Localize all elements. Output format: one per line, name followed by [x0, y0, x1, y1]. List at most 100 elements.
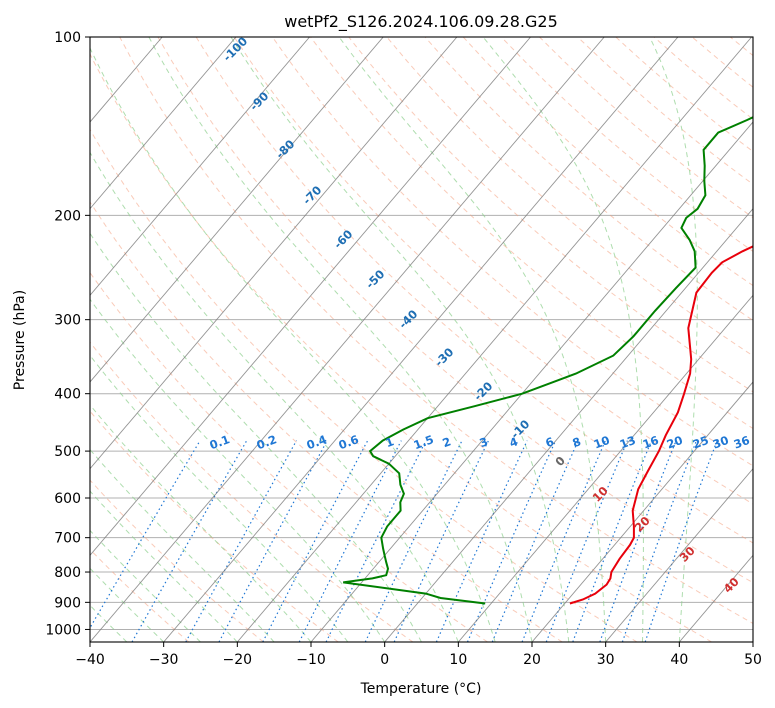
mixing-ratio-line [599, 440, 677, 642]
mixing-ratio-line [644, 440, 718, 642]
mixing-ratio-label: 2 [440, 434, 452, 450]
axes-ticks: −40 −30 −20 −10 0 10 20 30 40 5010020030040050060… [45, 30, 762, 668]
mixing-ratio-line [466, 440, 557, 642]
dry-adiabat-line [90, 548, 190, 642]
mixing-ratio-label: 13 [618, 433, 638, 452]
adiabat-label: -30 [432, 345, 457, 370]
adiabat-label: -80 [273, 137, 298, 162]
dewpoint-profile [343, 116, 753, 605]
mixing-ratio-line [325, 440, 427, 642]
mixing-ratio-label: 8 [570, 434, 582, 450]
mixing-ratio-line [185, 440, 298, 642]
dry-adiabat-line [310, 37, 753, 430]
isotherm-line [163, 37, 679, 642]
adiabat-label: 30 [677, 544, 698, 565]
moist-adiabat-line [482, 37, 644, 642]
mixing-ratio-line [262, 440, 369, 642]
moist-adiabat-line [90, 232, 422, 642]
dry-adiabat-line [90, 52, 712, 642]
mixing-ratio-label: 1.5 [412, 432, 436, 452]
adiabat-label: -50 [363, 267, 388, 292]
y-tick-label: 600 [54, 491, 81, 507]
isotherm-line [90, 37, 310, 297]
moist-adiabat-line [90, 490, 238, 642]
mixing-ratio-line [90, 440, 201, 630]
dry-adiabat-line [271, 37, 753, 467]
chart-title: wetPf2_S126.2024.106.09.28.G25 [284, 12, 558, 32]
isotherm-line [457, 294, 753, 642]
contour-labels: -100-90-80-70-60-50-40-30-20-10010203040… [208, 37, 752, 596]
mixing-ratio-line [621, 440, 698, 642]
isotherm-line [90, 37, 237, 210]
mixing-ratio-line [572, 440, 653, 642]
x-tick-label: 20 [523, 652, 541, 668]
plot-background [90, 37, 753, 642]
mixing-ratio-label: 10 [592, 433, 612, 452]
dry-adiabat-line [90, 479, 264, 642]
isotherm-line [90, 37, 531, 557]
x-tick-label: −40 [75, 652, 105, 668]
x-tick-label: −20 [223, 652, 253, 668]
x-tick-label: 30 [597, 652, 615, 668]
dry-adiabat-line [90, 271, 488, 642]
x-tick-label: −30 [149, 652, 179, 668]
moist-adiabat-line [90, 46, 496, 642]
y-tick-label: 400 [54, 387, 81, 403]
x-tick-label: −10 [296, 652, 326, 668]
x-tick-label: 10 [449, 652, 467, 668]
moist-adiabat-line [90, 448, 275, 642]
moist-adiabat-line [90, 404, 312, 642]
isotherm-line [605, 467, 753, 642]
isotherm-line [310, 121, 753, 642]
isotherm-line [90, 37, 458, 470]
y-tick-label: 1000 [45, 622, 81, 638]
y-tick-label: 100 [54, 30, 81, 46]
y-tick-label: 500 [54, 444, 81, 460]
adiabat-label: -40 [396, 307, 421, 332]
y-tick-label: 900 [54, 595, 81, 611]
mixing-ratio-line [435, 440, 528, 642]
y-tick-label: 300 [54, 313, 81, 329]
moist-adiabat-line [90, 298, 386, 642]
x-tick-label: 0 [380, 652, 389, 668]
plot-frame [89, 36, 754, 643]
moist-adiabat-line [338, 37, 607, 642]
mixing-ratio-label: 0.2 [255, 432, 279, 452]
moist-adiabat-line [649, 37, 698, 642]
x-axis-label: Temperature (°C) [360, 681, 482, 697]
adiabat-label: 40 [721, 575, 742, 596]
moist-adiabat-line [90, 354, 349, 642]
moist-adiabat-line [90, 151, 459, 642]
isotherm-line [531, 381, 753, 642]
mixing-ratio-line [393, 440, 490, 642]
dry-adiabat-line [500, 37, 753, 252]
dry-adiabat-line [90, 410, 339, 642]
mixing-ratio-label: 25 [691, 433, 711, 452]
mixing-ratio-line [521, 440, 606, 642]
mixing-ratio-label: 16 [641, 433, 661, 452]
mixing-ratio-label: 0.6 [337, 432, 361, 452]
mixing-ratio-line [131, 440, 248, 642]
dry-adiabat-line [90, 201, 563, 642]
dry-adiabat-line [539, 37, 753, 219]
mixing-ratio-label: 0.4 [305, 432, 329, 452]
mixing-ratio-label: 30 [711, 433, 731, 452]
x-tick-label: 40 [670, 652, 688, 668]
sounding-series [343, 116, 753, 605]
dry-adiabat-line [424, 37, 753, 322]
dry-adiabat-line [157, 37, 753, 584]
x-tick-label: 50 [744, 652, 762, 668]
dry-adiabat-line [348, 37, 753, 393]
dry-adiabat-line [691, 37, 753, 88]
mixing-ratio-label: 1 [383, 434, 395, 450]
adiabat-label: -20 [471, 379, 496, 404]
mixing-ratio-line [298, 440, 402, 642]
adiabat-label: 0 [552, 453, 568, 469]
dry-adiabat-line [90, 128, 638, 642]
mixing-ratio-label: 20 [665, 433, 685, 452]
mixing-ratio-label: 0.1 [208, 432, 232, 452]
dry-adiabat-line [233, 37, 753, 505]
mixing-ratio-line [545, 440, 628, 642]
dry-adiabat-line [119, 37, 753, 624]
y-axis-label: Pressure (hPa) [12, 290, 28, 390]
